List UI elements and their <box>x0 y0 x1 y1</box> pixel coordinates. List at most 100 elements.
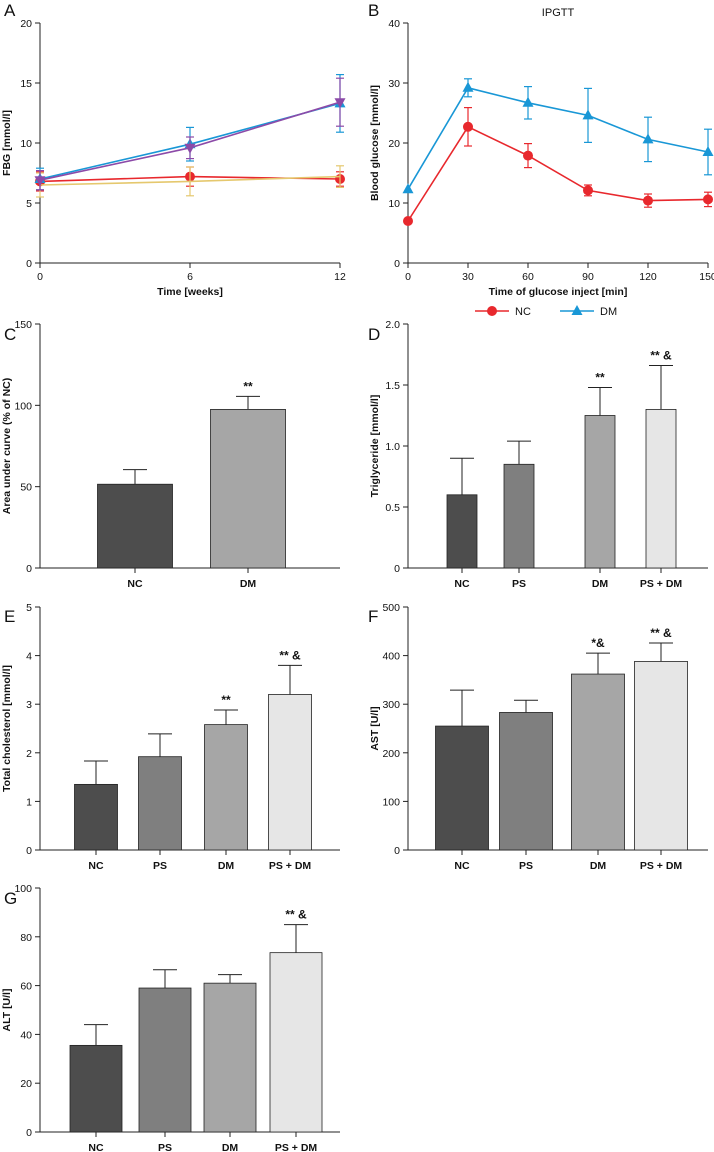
series-line <box>407 125 709 222</box>
bar-nc <box>435 725 489 851</box>
legend-marker <box>571 305 583 315</box>
bar-ps <box>138 756 182 851</box>
x-tick-label: DM <box>592 578 609 590</box>
y-tick-label: 0 <box>26 563 32 575</box>
panel-c: C 0 50 100 150 Area under curve (% of NC) NC **… <box>1 319 340 590</box>
x-tick-label: PS <box>158 1142 172 1152</box>
panel-a: A 0 5 10 15 20 FBG [mmol/l] 0 6 12 Time [weeks] <box>1 1 346 298</box>
panel-label: B <box>368 1 379 20</box>
y-tick-label: 3 <box>26 699 32 711</box>
panel-label: D <box>368 325 380 344</box>
data-point <box>334 98 346 109</box>
y-tick-label: 500 <box>382 602 400 614</box>
y-tick-label: 0 <box>394 845 400 857</box>
bar-dm <box>210 408 286 569</box>
x-axis-label: Time of glucose inject [min] <box>489 286 628 298</box>
y-tick-label: 2.0 <box>385 319 400 331</box>
y-tick-label: 80 <box>20 932 32 944</box>
y-tick-label: 200 <box>382 748 400 760</box>
bar-dm <box>204 724 248 851</box>
significance-label: ** <box>243 379 253 393</box>
x-tick-label: DM <box>590 860 607 872</box>
y-tick-label: 0 <box>26 1127 32 1139</box>
x-tick-label: DM <box>240 578 257 590</box>
x-tick-label: NC <box>127 578 143 590</box>
y-tick-label: 0.5 <box>385 502 400 514</box>
y-tick-label: 0 <box>26 258 32 270</box>
bar-ps-dm <box>269 952 323 1133</box>
y-tick-label: 40 <box>20 1029 32 1041</box>
x-tick-label: 120 <box>639 271 657 283</box>
significance-label: ** <box>595 370 605 384</box>
y-tick-label: 100 <box>14 883 32 895</box>
significance-label: ** & <box>650 626 672 640</box>
data-point <box>463 121 473 132</box>
y-tick-label: 2 <box>26 748 32 760</box>
y-axis-label: ALT [U/l] <box>1 989 13 1032</box>
bar-dm <box>571 673 625 851</box>
y-tick-label: 10 <box>388 198 400 210</box>
y-tick-label: 1.0 <box>385 441 400 453</box>
x-tick-label: 60 <box>522 271 534 283</box>
chart-title: IPGTT <box>542 7 575 19</box>
y-tick-label: 0 <box>394 563 400 575</box>
significance-label: ** & <box>285 908 307 922</box>
data-point <box>642 133 654 144</box>
x-tick-label: NC <box>454 578 470 590</box>
x-tick-label: 0 <box>37 271 43 283</box>
y-tick-label: 150 <box>14 319 32 331</box>
y-axis-label: Blood glucose [mmol/l] <box>369 85 381 201</box>
series-nc <box>403 106 713 226</box>
y-tick-label: 100 <box>382 796 400 808</box>
x-tick-label: NC <box>454 860 470 872</box>
x-tick-label: PS + DM <box>640 578 683 590</box>
significance-label: *& <box>591 636 605 650</box>
y-axis-label: Area under curve (% of NC) <box>1 378 13 515</box>
bar-nc <box>446 494 478 569</box>
bar-nc <box>74 783 118 851</box>
x-tick-label: 0 <box>405 271 411 283</box>
bar-ps <box>499 712 553 851</box>
legend: NC DM <box>475 305 617 318</box>
bar-dm <box>584 415 616 569</box>
x-tick-label: 12 <box>334 271 346 283</box>
series-line <box>407 86 709 190</box>
x-tick-label: 90 <box>582 271 594 283</box>
bar-ps-dm <box>268 694 312 851</box>
y-tick-label: 30 <box>388 78 400 90</box>
bar-ps <box>138 987 192 1133</box>
data-point <box>583 185 593 196</box>
x-tick-label: PS + DM <box>640 860 683 872</box>
panel-label: E <box>4 607 15 626</box>
bar-nc <box>69 1044 123 1133</box>
legend-marker <box>487 306 497 316</box>
data-point <box>522 96 534 107</box>
x-tick-label: NC <box>88 860 104 872</box>
y-axis-label: FBG [mmol/l] <box>1 110 13 176</box>
y-tick-label: 1.5 <box>385 380 400 392</box>
y-tick-label: 100 <box>14 400 32 412</box>
bar-nc <box>97 483 173 569</box>
panel-e: E 0 1 2 3 4 5 Total cholesterol [mmol/l] NC PS ** D… <box>1 602 340 872</box>
significance-label: ** & <box>279 648 301 662</box>
panel-f: F 0 100 200 300 400 500 AST [U/l] NC PS *& DM ** & PS… <box>368 602 708 872</box>
panel-b: B IPGTT 0 10 20 30 40 Blood glucose [mmol/l] 0 30… <box>368 1 714 318</box>
panel-label: F <box>368 607 378 626</box>
data-point <box>643 195 653 206</box>
y-tick-label: 0 <box>394 258 400 270</box>
y-tick-label: 10 <box>20 138 32 150</box>
data-point <box>582 109 594 120</box>
x-tick-label: PS + DM <box>269 860 312 872</box>
x-tick-label: PS <box>519 860 533 872</box>
data-point <box>34 176 46 187</box>
y-tick-label: 300 <box>382 699 400 711</box>
data-point <box>402 183 414 194</box>
y-axis-label: Total cholesterol [mmol/l] <box>1 665 13 792</box>
y-tick-label: 4 <box>26 651 32 663</box>
y-tick-label: 60 <box>20 981 32 993</box>
bar-ps <box>503 463 535 569</box>
legend-label: DM <box>600 306 617 318</box>
x-tick-label: PS + DM <box>275 1142 318 1152</box>
y-tick-label: 1 <box>26 796 32 808</box>
